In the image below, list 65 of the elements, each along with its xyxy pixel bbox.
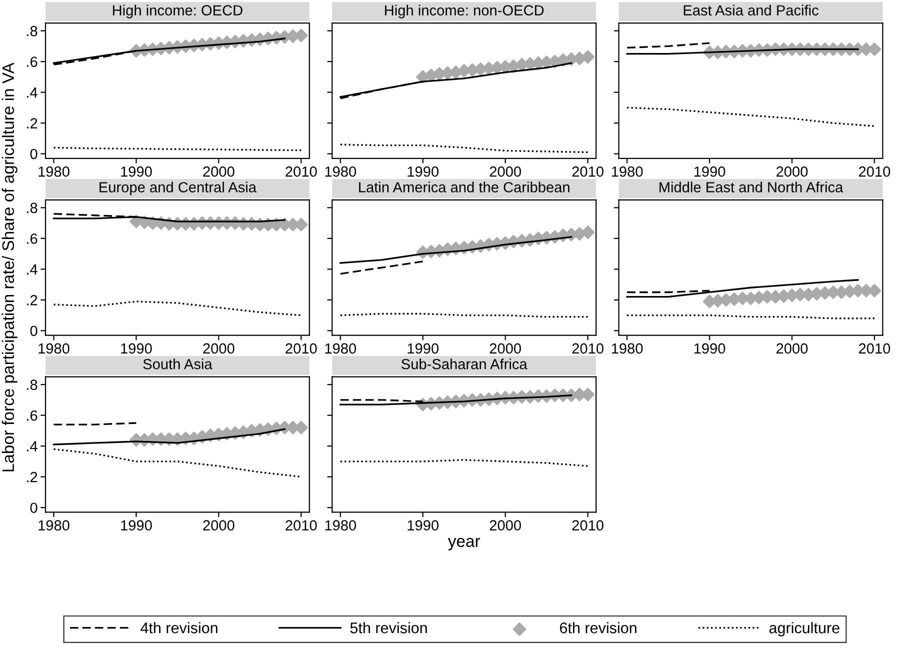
x-tick-label: 2010 [858,343,890,354]
x-tick-label: 1990 [121,343,152,354]
point [581,226,595,240]
x-tick-label: 2010 [572,166,604,177]
chart-title: Latin America and the Caribbean [359,182,570,192]
x-tick-label: 1980 [38,166,70,177]
y-tick-label: .2 [27,472,38,482]
x-tick-label: 1980 [325,166,356,177]
y-tick-label: .2 [27,295,38,306]
x-tick-label: 1980 [612,166,643,177]
chart-title: Europe and Central Asia [100,182,256,196]
x-tick-label: 1990 [694,166,726,177]
y-tick-label: .8 [27,202,38,214]
x-tick-label: 2000 [490,166,521,177]
y-tick-label: .4 [27,88,38,98]
y-tick-label: .6 [27,234,38,244]
legend-label: 4th revision [140,622,218,634]
legend-label: agriculture [769,622,840,636]
x-tick-label: 1990 [408,343,439,354]
x-tick-label: 1980 [325,343,356,354]
chart-title: Middle East and North Africa [660,182,844,192]
y-tick-label: 0 [30,148,38,160]
y-tick-label: .8 [27,26,38,36]
y-tick-label: .8 [27,380,38,390]
y-tick-label: .4 [27,264,38,274]
chart-title: East Asia and Pacific [684,4,818,16]
x-tick-label: 2000 [776,166,808,177]
line-series [52,448,302,478]
legend-label: 6th revision [560,622,636,634]
legend-label: 5th revision [350,622,427,634]
x-tick-label: 2000 [203,343,234,354]
x-tick-label: 1990 [121,166,152,177]
x-tick-label: 2000 [776,343,808,354]
x-tick-label: 1980 [38,343,70,354]
chart-title: Sub-Saharan Africa [402,358,528,370]
x-tick-label: 2010 [286,343,317,354]
x-tick-label: 1980 [612,343,643,354]
x-tick-label: 1990 [694,343,726,354]
y-tick-label: .4 [27,441,38,452]
chart-title: South Asia [143,358,212,370]
y-tick-label: .6 [27,56,38,67]
x-tick-label: 1980 [38,520,70,531]
y-tick-label: 0 [30,326,38,336]
x-tick-label: 2010 [572,520,604,531]
x-tick-label: 1980 [325,520,356,531]
x-tick-label: 2000 [490,520,521,531]
y-tick-label: 0 [30,502,38,513]
y-tick-label: .2 [27,118,38,128]
x-tick-label: 2000 [490,343,521,354]
x-tick-label: 1990 [408,520,439,531]
point [581,50,595,64]
x-tick-label: 1990 [121,520,152,531]
x-tick-label: 2010 [286,520,317,531]
x-tick-label: 2010 [572,343,604,354]
chart-title: High income: non-OECD [385,4,544,18]
x-tick-label: 2000 [203,166,234,177]
y-tick-label: .6 [27,410,38,421]
x-tick-label: 2010 [858,166,890,177]
x-axis-title: year [448,538,480,550]
x-tick-label: 2010 [286,166,317,177]
x-tick-label: 1990 [408,166,439,177]
x-tick-label: 2000 [203,520,234,531]
y-axis-title: Labor force participation rate/ Share of agriculture in VA [2,62,18,472]
chart-title: High income: OECD [113,4,242,18]
line-series [52,300,302,316]
